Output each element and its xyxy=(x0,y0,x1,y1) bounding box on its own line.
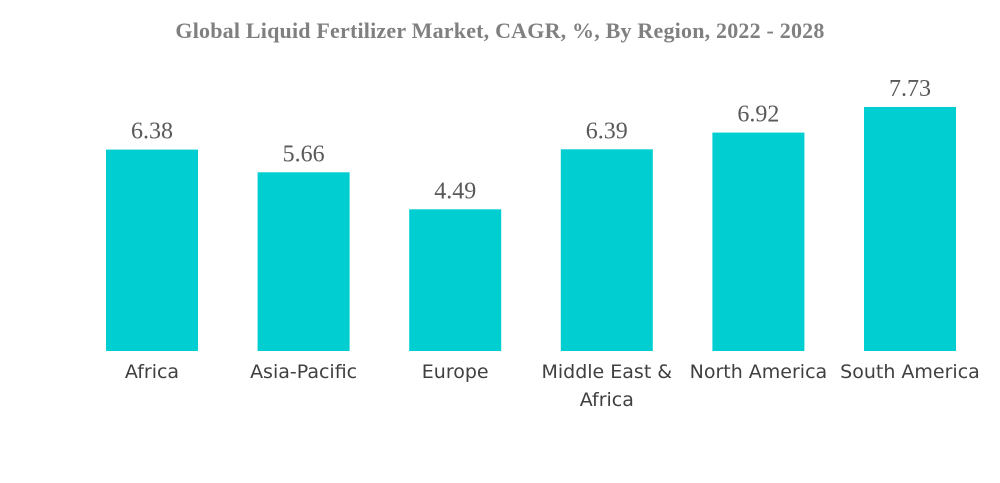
x-tick-label: Africa xyxy=(125,361,179,383)
data-label: 4.49 xyxy=(434,178,476,204)
x-tick-label: North America xyxy=(690,361,828,383)
x-tick-label: Middle East & Africa xyxy=(541,361,672,411)
bar-africa xyxy=(106,149,198,351)
bar-asia-pacific xyxy=(257,172,350,351)
data-label: 6.92 xyxy=(737,102,779,128)
x-tick-label: Europe xyxy=(422,361,489,383)
x-tick-label: Asia-Pacific xyxy=(250,361,357,383)
data-label: 7.73 xyxy=(889,76,931,102)
bar-north-america xyxy=(712,132,805,351)
chart-title: Global Liquid Fertilizer Market, CAGR, %… xyxy=(175,18,825,43)
bar-europe xyxy=(409,209,502,351)
bar-south-america xyxy=(864,107,956,351)
data-label: 6.39 xyxy=(586,118,628,144)
data-label: 5.66 xyxy=(283,141,325,167)
data-label: 6.38 xyxy=(131,119,173,145)
bar-middle-east-africa xyxy=(560,149,653,351)
x-tick-label: South America xyxy=(840,361,980,383)
